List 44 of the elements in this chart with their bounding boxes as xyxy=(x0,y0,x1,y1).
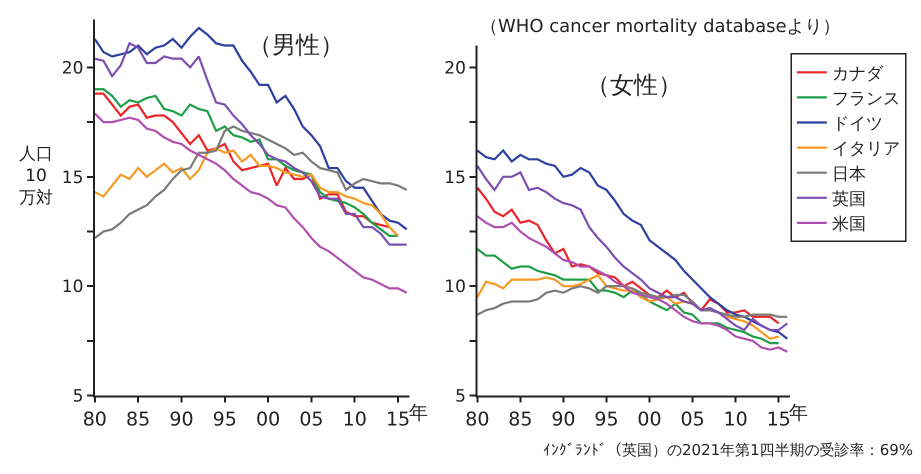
x-tick-label: 85 xyxy=(508,408,532,430)
y-tick-label: 15 xyxy=(444,168,466,188)
text: （男性） xyxy=(248,31,344,59)
line-series xyxy=(94,125,408,240)
y-tick-label: 10 xyxy=(62,277,84,298)
text: ｲﾝｸﾞﾗﾝﾄﾞ（英国）の2021年第1四半期の受診率：69% xyxy=(543,441,914,459)
y-tick-label: 15 xyxy=(62,168,84,188)
y-tick-label: 20 xyxy=(62,58,84,78)
legend-label: ドイツ xyxy=(832,114,883,134)
line-series xyxy=(94,112,408,294)
legend-label: 英国 xyxy=(832,189,866,210)
x-tick-label: 90 xyxy=(551,408,576,430)
x-tick-label: 00 xyxy=(637,408,662,430)
y-tick-label: 20 xyxy=(444,58,466,78)
x-axis-title: 年 xyxy=(409,402,428,424)
x-tick-label: 10 xyxy=(724,408,748,430)
y-tick-label: 5 xyxy=(72,386,84,407)
line-series xyxy=(477,186,780,324)
line-series xyxy=(94,147,400,237)
x-tick-label: 00 xyxy=(256,408,280,430)
x-tick-label: 80 xyxy=(465,408,490,430)
x-tick-label: 10 xyxy=(342,408,367,430)
text: （女性） xyxy=(586,71,682,99)
x-tick-label: 80 xyxy=(82,408,107,430)
legend-label: イタリア xyxy=(832,139,900,160)
line-series xyxy=(477,215,788,353)
x-tick-label: 05 xyxy=(680,408,705,430)
y-tick-label: 10 xyxy=(444,277,466,298)
x-axis-title: 年 xyxy=(789,402,808,424)
x-tick-label: 85 xyxy=(126,408,150,430)
legend-label: 米国 xyxy=(832,214,866,235)
y-tick-label: 5 xyxy=(455,386,466,407)
legend-label: カナダ xyxy=(832,64,884,84)
chart-subtitle: （WHO cancer mortality databaseより） xyxy=(480,16,841,37)
x-tick-label: 95 xyxy=(594,408,619,430)
line-series xyxy=(477,285,788,318)
line-series xyxy=(477,248,780,344)
x-tick-label: 90 xyxy=(169,408,194,430)
legend-label: フランス xyxy=(832,89,900,110)
x-tick-label: 15 xyxy=(386,408,410,430)
y-axis-title: 人口 10 万対 xyxy=(19,144,53,208)
x-tick-label: 95 xyxy=(212,408,237,430)
legend-label: 日本 xyxy=(832,164,866,184)
x-tick-label: 05 xyxy=(299,408,324,430)
